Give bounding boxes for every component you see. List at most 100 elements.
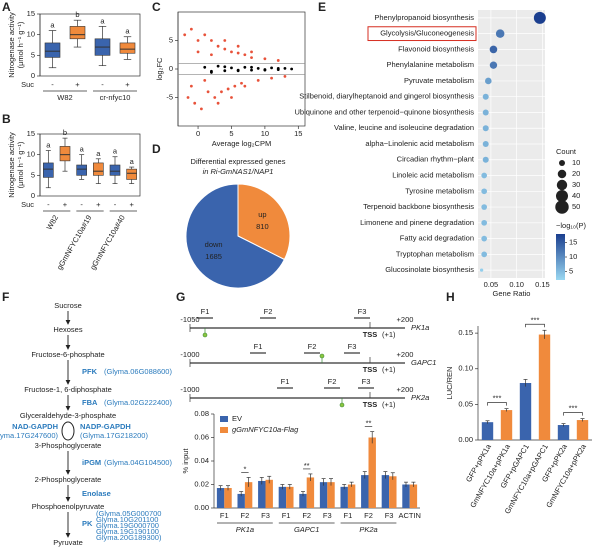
- group-letter: a: [96, 149, 101, 158]
- x-tick-label: F3: [385, 511, 394, 520]
- point: [236, 44, 240, 48]
- fragment-label: F2: [264, 307, 273, 316]
- gene-id: (Glyma.04G104500): [104, 458, 172, 467]
- pathway-label: Glycolysis/Gluconeogenesis: [380, 29, 474, 38]
- x-tick-label: 15: [294, 129, 302, 138]
- point: [230, 66, 233, 70]
- point: [233, 84, 237, 88]
- size-key-label: 20: [572, 169, 580, 178]
- bar: [299, 493, 307, 508]
- dot: [481, 204, 488, 210]
- highlight-box: [367, 26, 477, 42]
- pathway-label: alpha−Linolenic acid metabolism: [365, 139, 474, 148]
- x-tick-label: F1: [220, 511, 229, 520]
- plot-frame: [39, 133, 141, 197]
- point: [216, 64, 220, 68]
- point: [203, 65, 207, 69]
- dot: [533, 11, 546, 24]
- point: [243, 53, 247, 57]
- y-tick-label: 15: [27, 9, 35, 18]
- y-axis-label: Nitrogenase activity: [7, 132, 16, 198]
- box: [43, 162, 54, 178]
- sig-bracket: [487, 402, 507, 406]
- dot: [482, 140, 489, 148]
- bar: [381, 475, 390, 508]
- enzyme: iPGM: [82, 458, 101, 467]
- dot: [489, 45, 498, 54]
- sig-bracket: [563, 412, 583, 416]
- x-tick-label: 0.15: [535, 280, 550, 289]
- point: [243, 65, 247, 69]
- fragment-label: F1: [281, 377, 290, 386]
- group-label: PK1a: [236, 525, 254, 534]
- point: [250, 65, 253, 69]
- bar: [402, 484, 410, 508]
- x-tick-label: 10: [261, 129, 269, 138]
- pathway-label: Flavonoid biosynthesis: [398, 44, 474, 53]
- colorbar-label: 5: [569, 266, 573, 275]
- bar: [237, 493, 245, 508]
- bar: [389, 476, 397, 508]
- point: [230, 96, 233, 99]
- tss-position: (+1): [382, 330, 396, 339]
- point: [210, 53, 213, 57]
- bar: [340, 486, 348, 508]
- point: [256, 79, 260, 82]
- y-tick-label: 0.10: [458, 364, 473, 373]
- bar: [368, 437, 376, 508]
- dot: [481, 235, 488, 242]
- bar: [409, 484, 418, 508]
- group-letter: b: [63, 128, 67, 137]
- metabolite: Fructose-6-phosphate: [31, 350, 104, 359]
- box: [44, 42, 61, 58]
- size-key-label: 50: [572, 202, 580, 211]
- point: [193, 101, 197, 105]
- y-axis-label: % input: [181, 448, 190, 474]
- bar: [319, 482, 328, 508]
- y-tick-label: 0.02: [194, 479, 209, 488]
- group-letter: a: [80, 145, 85, 154]
- suc-sign: +: [96, 200, 101, 209]
- dot: [482, 109, 489, 116]
- enzyme: PK: [82, 519, 93, 528]
- panel-label: H: [446, 290, 455, 304]
- tss-position: (+1): [382, 365, 396, 374]
- group-letter: a: [46, 141, 51, 150]
- slice-name: down: [205, 240, 223, 249]
- point: [270, 76, 273, 80]
- fragment-label: F2: [328, 377, 337, 386]
- metabolite: Glyceraldehyde-3-phosphate: [20, 411, 116, 420]
- y-tick-label: 5: [31, 170, 35, 179]
- suc-sign: -: [114, 200, 117, 209]
- point: [223, 69, 227, 73]
- enzyme: PFK: [82, 367, 98, 376]
- point: [240, 81, 243, 85]
- box: [109, 164, 121, 176]
- fragment-label: F1: [254, 342, 263, 351]
- pathway-label: Circadian rhythm−plant: [397, 155, 475, 164]
- x-axis-label: Gene Ratio: [493, 289, 531, 298]
- group-label: GAPC1: [294, 525, 319, 534]
- point: [250, 50, 253, 54]
- dot: [481, 172, 488, 179]
- enzyme: Enolase: [82, 489, 111, 498]
- group-label: W82: [45, 213, 61, 231]
- point: [203, 33, 207, 37]
- group-letter: a: [100, 16, 105, 25]
- dot: [482, 156, 489, 163]
- bar: [481, 422, 494, 440]
- slice-value: 810: [256, 222, 269, 231]
- size-key: [556, 179, 568, 191]
- point: [223, 65, 227, 69]
- pathway-label: Pyruvate metabolism: [404, 76, 474, 85]
- pathway-label: Tryptophan metabolism: [396, 249, 474, 258]
- bar: [216, 488, 225, 508]
- legend-swatch: [220, 416, 228, 422]
- legend-swatch: [220, 427, 228, 433]
- point: [236, 69, 240, 73]
- point: [223, 39, 227, 42]
- x-tick-label: 0: [196, 129, 200, 138]
- pathway-label: Fatty acid degradation: [400, 234, 474, 243]
- point: [183, 33, 187, 37]
- y-axis-unit: (μmol h⁻¹ g⁻¹): [16, 141, 25, 188]
